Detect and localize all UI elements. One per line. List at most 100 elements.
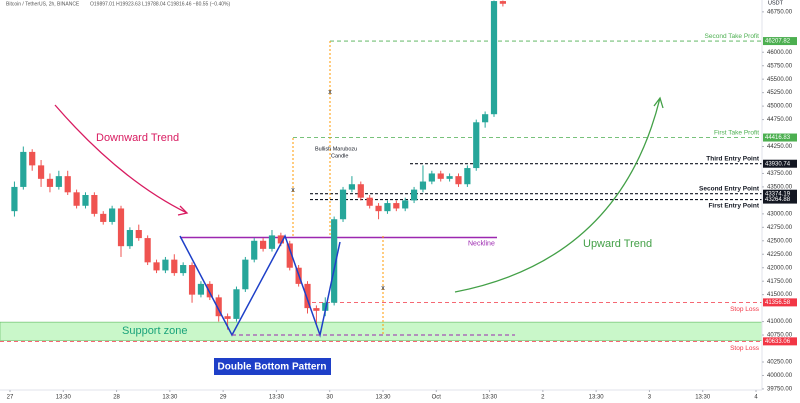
level-price: 41356.58: [765, 300, 791, 306]
x-tick-label: 13:30: [482, 395, 498, 401]
level-label: Second Take Profit: [705, 33, 760, 40]
neckline-label: Neckline: [468, 240, 495, 247]
level-label: Second Entry Point: [699, 185, 760, 192]
candle-body: [464, 168, 471, 185]
level-price-box: [763, 37, 797, 46]
candle-body: [277, 235, 284, 244]
marker: x: [291, 187, 295, 194]
x-tick-label: 27: [7, 395, 14, 401]
candle-body: [260, 240, 267, 249]
y-tick-label: 41000.00: [767, 319, 793, 325]
candle-body: [313, 308, 320, 311]
ohlc-text: O19897.01 H19923.63 L19788.04 C19816.46 …: [90, 1, 230, 7]
support-zone: [0, 321, 763, 341]
support-zone-label: Support zone: [122, 325, 187, 337]
candle-body: [109, 208, 116, 222]
down-arrow: [54, 104, 188, 214]
candle-body: [37, 165, 45, 179]
axes-layer: 46207.82 44416.83 43930.74 43374.1943264.88…: [7, 9, 797, 401]
header: Bitcoin / TetherUS, 2h, BINANCE: [6, 1, 80, 7]
candle-body: [197, 283, 205, 295]
y-tick-label: 42750.00: [767, 225, 793, 231]
candle-body: [339, 189, 347, 220]
candle-body: [126, 230, 133, 247]
candle-body: [437, 173, 444, 179]
pattern-label: Double Bottom Pattern: [218, 362, 327, 373]
candle-body: [393, 203, 400, 209]
candle-body: [473, 122, 480, 169]
level-price-box: [763, 195, 797, 204]
candle-body: [55, 176, 62, 187]
y-tick-label: 42250.00: [767, 252, 793, 258]
candle-body: [304, 283, 311, 309]
candle-body: [455, 176, 462, 185]
level-price-box: [763, 337, 797, 346]
x-tick-label: 13:30: [269, 395, 285, 401]
candle-body: [233, 289, 240, 319]
y-tick-label: 43750.00: [767, 171, 793, 177]
candle-body: [384, 203, 391, 212]
level-price: 44416.83: [765, 135, 791, 141]
candle-body: [482, 114, 489, 123]
candle-body: [419, 181, 427, 190]
candle-body: [215, 297, 222, 317]
candle-note: Candle: [331, 153, 348, 159]
x-tick-label: 13:30: [56, 395, 72, 401]
candle-body: [402, 200, 409, 209]
x-tick-label: 30: [326, 395, 333, 401]
level-price: 43930.74: [765, 161, 791, 167]
marker: x: [328, 89, 332, 96]
currency: USDT: [768, 0, 784, 6]
candle-body: [499, 1, 506, 4]
y-tick-label: 40000.00: [767, 373, 793, 379]
marker: x: [381, 285, 385, 292]
y-tick-label: 40250.00: [767, 360, 793, 366]
level-price: 43374.19: [765, 191, 791, 197]
upward-label: Upward Trend: [583, 238, 652, 250]
candle-note: Bullish Marubozu: [315, 146, 357, 152]
candle-body: [375, 205, 382, 212]
candle-body: [357, 184, 364, 198]
level-price-box: [763, 133, 797, 142]
candle-body: [73, 192, 80, 206]
candle-body: [428, 173, 435, 182]
y-tick-label: 44250.00: [767, 144, 793, 150]
candle-body: [490, 1, 498, 115]
x-tick-label: 13:30: [695, 395, 711, 401]
level-price: 43264.88: [765, 197, 791, 203]
support-zone-layer: Support zone: [0, 321, 763, 341]
candle-body: [144, 238, 151, 263]
candle-body: [331, 219, 338, 303]
candle-body: [171, 259, 178, 274]
candle-body: [46, 178, 54, 187]
levels-layer: Neckline Second Take Profit First Take Pro…: [0, 33, 762, 352]
x-tick-label: 4: [754, 395, 758, 401]
candle-body: [91, 195, 98, 214]
candle-body: [366, 197, 373, 206]
candle-body: [322, 302, 329, 311]
w-pattern: [179, 234, 341, 338]
x-tick-label: 29: [220, 395, 227, 401]
candle-body: [100, 213, 107, 222]
y-tick-label: 42000.00: [767, 265, 793, 271]
level-label: First Take Profit: [714, 129, 759, 136]
candle-body: [251, 240, 258, 260]
candle-body: [180, 265, 187, 274]
y-tick-label: 45750.00: [767, 63, 793, 69]
candle-body: [82, 195, 89, 206]
y-tick-label: 44750.00: [767, 117, 793, 123]
y-tick-label: 40750.00: [767, 333, 793, 339]
up-arrow-head: [653, 96, 664, 109]
level-price-box: [763, 189, 797, 198]
candle-body: [268, 235, 276, 249]
candle-body: [29, 151, 36, 166]
x-tick-label: 2: [541, 395, 545, 401]
y-tick-label: 46750.00: [767, 9, 793, 15]
candle-body: [188, 265, 196, 295]
downward-label: Downward Trend: [96, 132, 179, 144]
candle-body: [64, 176, 71, 193]
y-tick-label: 45250.00: [767, 90, 793, 96]
level-price-box: [763, 159, 797, 168]
x-tick-label: Oct: [432, 395, 442, 401]
y-tick-label: 39750.00: [767, 387, 793, 393]
